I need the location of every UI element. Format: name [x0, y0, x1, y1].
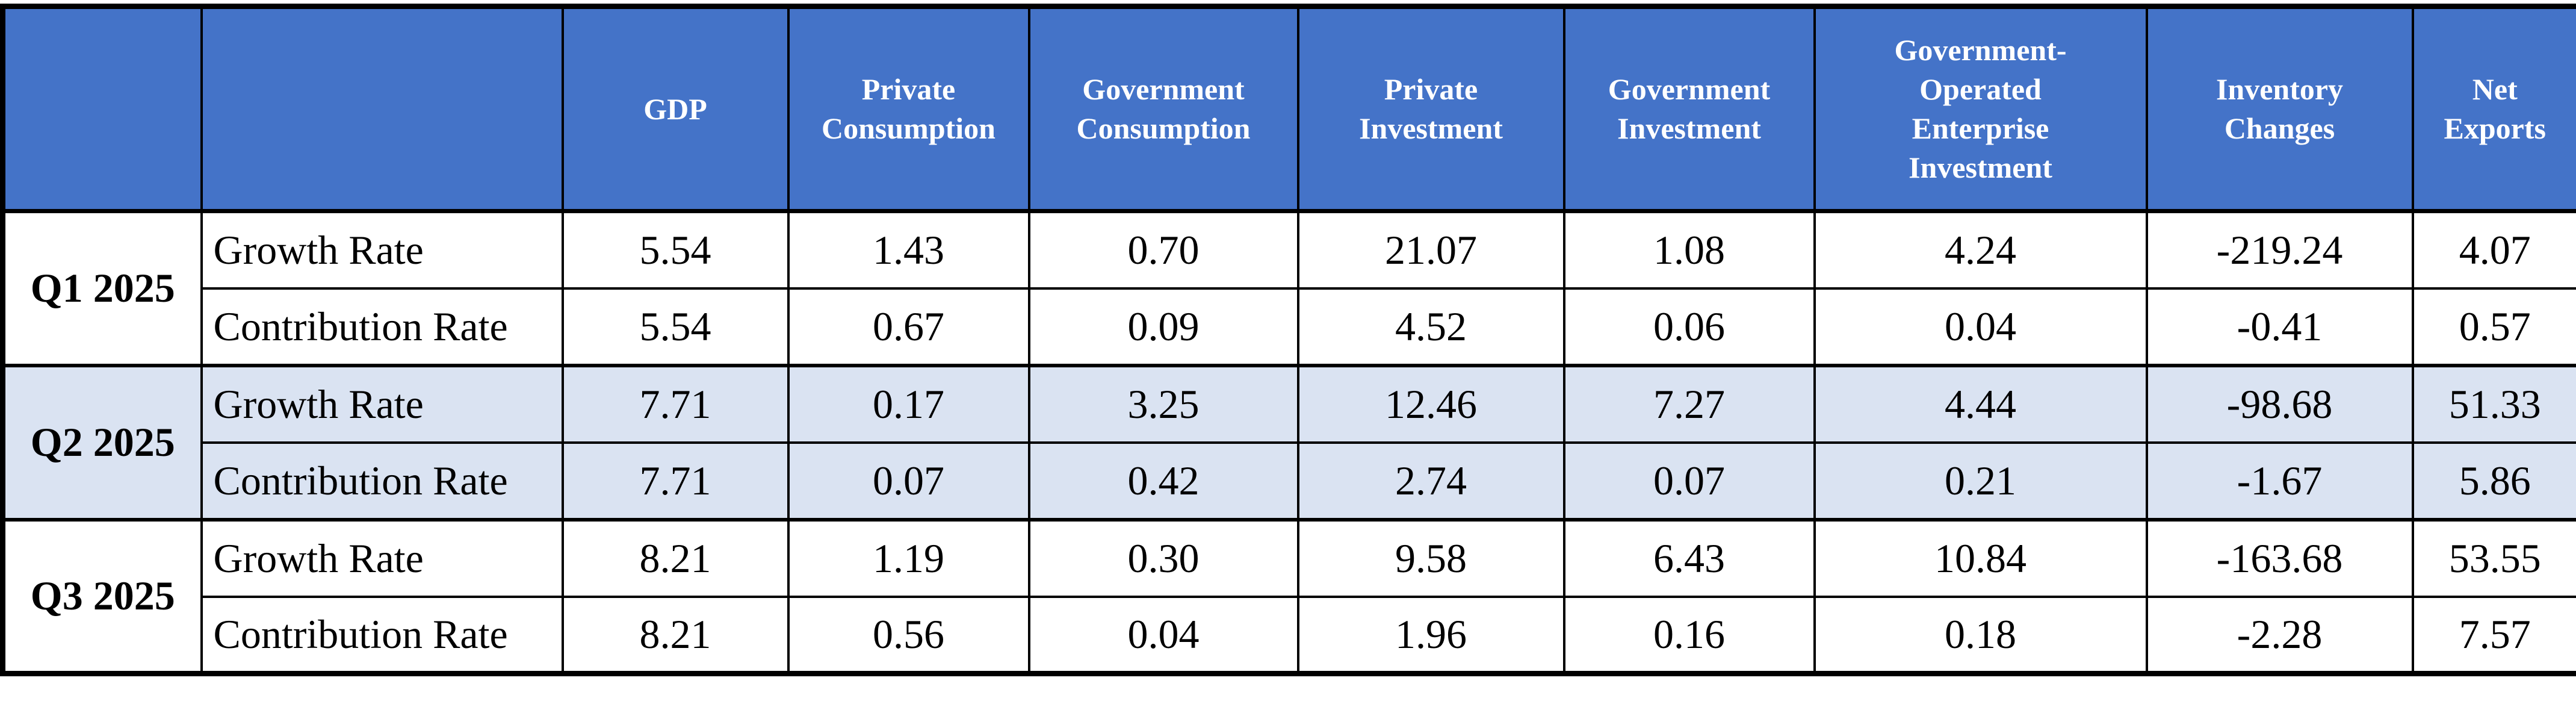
value-cell: 8.21 — [561, 517, 790, 598]
value-cell: 0.04 — [1813, 287, 2148, 367]
value-cell: -0.41 — [2145, 287, 2414, 367]
value-cell: 51.33 — [2411, 363, 2576, 444]
quarter-label-q1-2025: Q1 2025 — [1, 210, 203, 367]
table-row-q3-growth: Q3 2025 Growth Rate 8.21 1.19 0.30 9.58 … — [1, 517, 2576, 675]
header-corner-quarter — [1, 5, 203, 213]
value-cell: 5.86 — [2411, 441, 2576, 521]
column-header-gdp: GDP — [561, 5, 790, 213]
value-cell: 0.67 — [787, 287, 1030, 367]
quarter-label-q2-2025: Q2 2025 — [1, 363, 203, 521]
table-row-q2-growth: Q2 2025 Growth Rate 7.71 0.17 3.25 12.46… — [1, 363, 2576, 521]
value-cell: 7.71 — [561, 363, 790, 444]
column-header-government-investment: Government Investment — [1562, 5, 1816, 213]
quarter-label-q3-2025: Q3 2025 — [1, 517, 203, 675]
value-cell: -98.68 — [2145, 363, 2414, 444]
value-cell: 0.30 — [1027, 517, 1299, 598]
table-row-q2-contribution: Contribution Rate 7.71 0.07 0.42 2.74 0.… — [3, 441, 2576, 521]
value-cell: 0.18 — [1813, 595, 2148, 675]
metric-label: Growth Rate — [200, 210, 564, 290]
value-cell: 4.07 — [2411, 210, 2576, 290]
value-cell: 1.43 — [787, 210, 1030, 290]
value-cell: 7.57 — [2411, 595, 2576, 675]
value-cell: 6.43 — [1562, 517, 1816, 598]
value-cell: 3.25 — [1027, 363, 1299, 444]
value-cell: 4.44 — [1813, 363, 2148, 444]
value-cell: 1.19 — [787, 517, 1030, 598]
column-header-private-investment: Private Investment — [1296, 5, 1565, 213]
table-row-q3-contribution: Contribution Rate 8.21 0.56 0.04 1.96 0.… — [3, 595, 2576, 675]
value-cell: 7.71 — [561, 441, 790, 521]
value-cell: 0.07 — [787, 441, 1030, 521]
column-header-inventory-changes: Inventory Changes — [2145, 5, 2414, 213]
value-cell: 7.27 — [1562, 363, 1816, 444]
value-cell: 21.07 — [1296, 210, 1565, 290]
header-row: GDP Private Consumption Government Consu… — [1, 5, 2576, 213]
metric-label: Growth Rate — [200, 363, 564, 444]
metric-label: Contribution Rate — [200, 595, 564, 675]
value-cell: 5.54 — [561, 210, 790, 290]
value-cell: 0.56 — [787, 595, 1030, 675]
column-header-government-operated-enterprise-investment: Government- Operated Enterprise Investme… — [1813, 5, 2148, 213]
value-cell: 0.04 — [1027, 595, 1299, 675]
column-header-government-consumption: Government Consumption — [1027, 5, 1299, 213]
value-cell: 0.21 — [1813, 441, 2148, 521]
value-cell: 10.84 — [1813, 517, 2148, 598]
table-row-q1-contribution: Contribution Rate 5.54 0.67 0.09 4.52 0.… — [3, 287, 2576, 367]
value-cell: 4.24 — [1813, 210, 2148, 290]
value-cell: 0.57 — [2411, 287, 2576, 367]
value-cell: 5.54 — [561, 287, 790, 367]
value-cell: 0.42 — [1027, 441, 1299, 521]
value-cell: 8.21 — [561, 595, 790, 675]
value-cell: 2.74 — [1296, 441, 1565, 521]
value-cell: 0.16 — [1562, 595, 1816, 675]
value-cell: 4.52 — [1296, 287, 1565, 367]
metric-label: Contribution Rate — [200, 287, 564, 367]
value-cell: -219.24 — [2145, 210, 2414, 290]
value-cell: 0.07 — [1562, 441, 1816, 521]
header-corner-metric — [200, 5, 564, 213]
value-cell: -1.67 — [2145, 441, 2414, 521]
column-header-private-consumption: Private Consumption — [787, 5, 1030, 213]
value-cell: 12.46 — [1296, 363, 1565, 444]
value-cell: -163.68 — [2145, 517, 2414, 598]
table-row-q1-growth: Q1 2025 Growth Rate 5.54 1.43 0.70 21.07… — [1, 210, 2576, 367]
value-cell: 1.08 — [1562, 210, 1816, 290]
value-cell: -2.28 — [2145, 595, 2414, 675]
column-header-net-exports: Net Exports — [2411, 5, 2576, 213]
value-cell: 0.06 — [1562, 287, 1816, 367]
value-cell: 0.09 — [1027, 287, 1299, 367]
metric-label: Growth Rate — [200, 517, 564, 598]
value-cell: 0.70 — [1027, 210, 1299, 290]
value-cell: 9.58 — [1296, 517, 1565, 598]
value-cell: 53.55 — [2411, 517, 2576, 598]
gdp-contribution-table: GDP Private Consumption Government Consu… — [0, 4, 2576, 676]
value-cell: 0.17 — [787, 363, 1030, 444]
value-cell: 1.96 — [1296, 595, 1565, 675]
metric-label: Contribution Rate — [200, 441, 564, 521]
